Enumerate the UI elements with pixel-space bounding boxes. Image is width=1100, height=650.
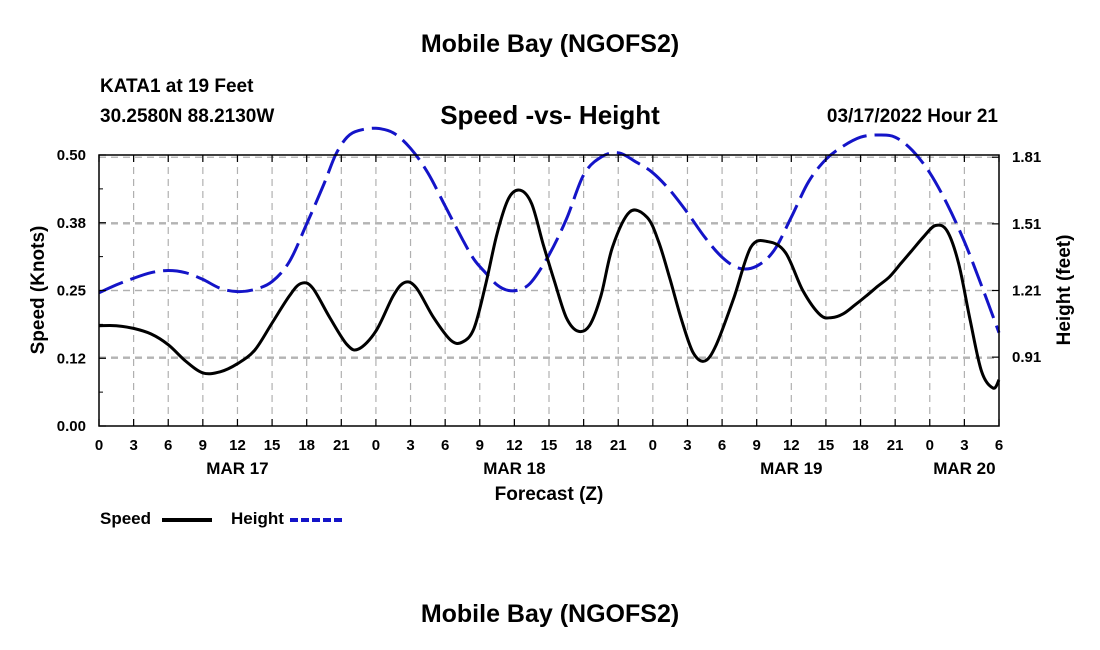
series-lines [98, 126, 1001, 390]
x-tick-label: 0 [649, 437, 657, 454]
x-tick-label: 12 [506, 437, 523, 454]
legend-height-label: Height [231, 509, 284, 528]
y-axis-label: Speed (Knots) [28, 226, 49, 355]
chart-subtitle: Speed -vs- Height [440, 100, 660, 130]
x-tick-label: 12 [229, 437, 246, 454]
y2-tick-label: 1.51 [1012, 216, 1041, 233]
x-tick-label: 6 [718, 437, 726, 454]
series-line-speed [98, 188, 1001, 390]
x-tick-label: 15 [818, 437, 835, 454]
day-label: MAR 17 [206, 459, 268, 478]
series-line-height [98, 126, 1001, 334]
x-tick-label: 3 [129, 437, 137, 454]
x-tick-label: 15 [264, 437, 281, 454]
y-tick-label: 0.50 [57, 147, 86, 164]
x-tick-label: 6 [995, 437, 1003, 454]
day-label: MAR 19 [760, 459, 822, 478]
x-tick-label: 3 [960, 437, 968, 454]
y2-tick-label: 1.81 [1012, 149, 1041, 166]
footer-title: Mobile Bay (NGOFS2) [420, 600, 680, 628]
x-tick-label: 9 [199, 437, 207, 454]
x-tick-label: 6 [164, 437, 172, 454]
axes: 0 3 6 9 12 15 18 21 0 3 6 9 12 15 18 21 0 3 6 9 12 15 18 21 0 3 6 0… [57, 147, 1041, 478]
x-tick-label: 3 [406, 437, 414, 454]
y-tick-label: 0.25 [57, 283, 86, 300]
x-axis-label: Forecast (Z) [495, 484, 604, 505]
x-tick-label: 21 [333, 437, 350, 454]
x-tick-label: 9 [476, 437, 484, 454]
legend-height-swatch [290, 518, 342, 522]
x-tick-label: 21 [887, 437, 904, 454]
forecast-datetime: 03/17/2022 Hour 21 [826, 106, 998, 127]
chart-title: Mobile Bay (NGOFS2) [420, 30, 680, 58]
grid [99, 155, 999, 426]
legend-speed-label: Speed [100, 509, 152, 528]
x-tick-label: 18 [575, 437, 592, 454]
x-tick-label: 6 [441, 437, 449, 454]
x-tick-label: 0 [95, 437, 103, 454]
x-tick-label: 9 [753, 437, 761, 454]
x-tick-label: 0 [372, 437, 380, 454]
x-tick-label: 15 [541, 437, 558, 454]
y-tick-label: 0.38 [57, 215, 86, 232]
y2-tick-label: 1.21 [1012, 283, 1041, 300]
day-label: MAR 20 [933, 459, 995, 478]
x-tick-label: 21 [610, 437, 627, 454]
x-tick-label: 0 [926, 437, 934, 454]
station-coordinates: 30.2580N 88.2130W [100, 106, 275, 127]
day-label: MAR 18 [483, 459, 545, 478]
legend-speed-swatch [162, 518, 212, 522]
y-tick-label: 0.00 [57, 418, 86, 435]
x-tick-label: 12 [783, 437, 800, 454]
x-tick-label: 18 [298, 437, 315, 454]
y2-axis-label: Height (feet) [1054, 235, 1075, 346]
y2-tick-label: 0.91 [1012, 349, 1041, 366]
station-label: KATA1 at 19 Feet [100, 76, 254, 97]
x-tick-label: 18 [852, 437, 869, 454]
x-tick-label: 3 [683, 437, 691, 454]
y-tick-label: 0.12 [57, 350, 86, 367]
